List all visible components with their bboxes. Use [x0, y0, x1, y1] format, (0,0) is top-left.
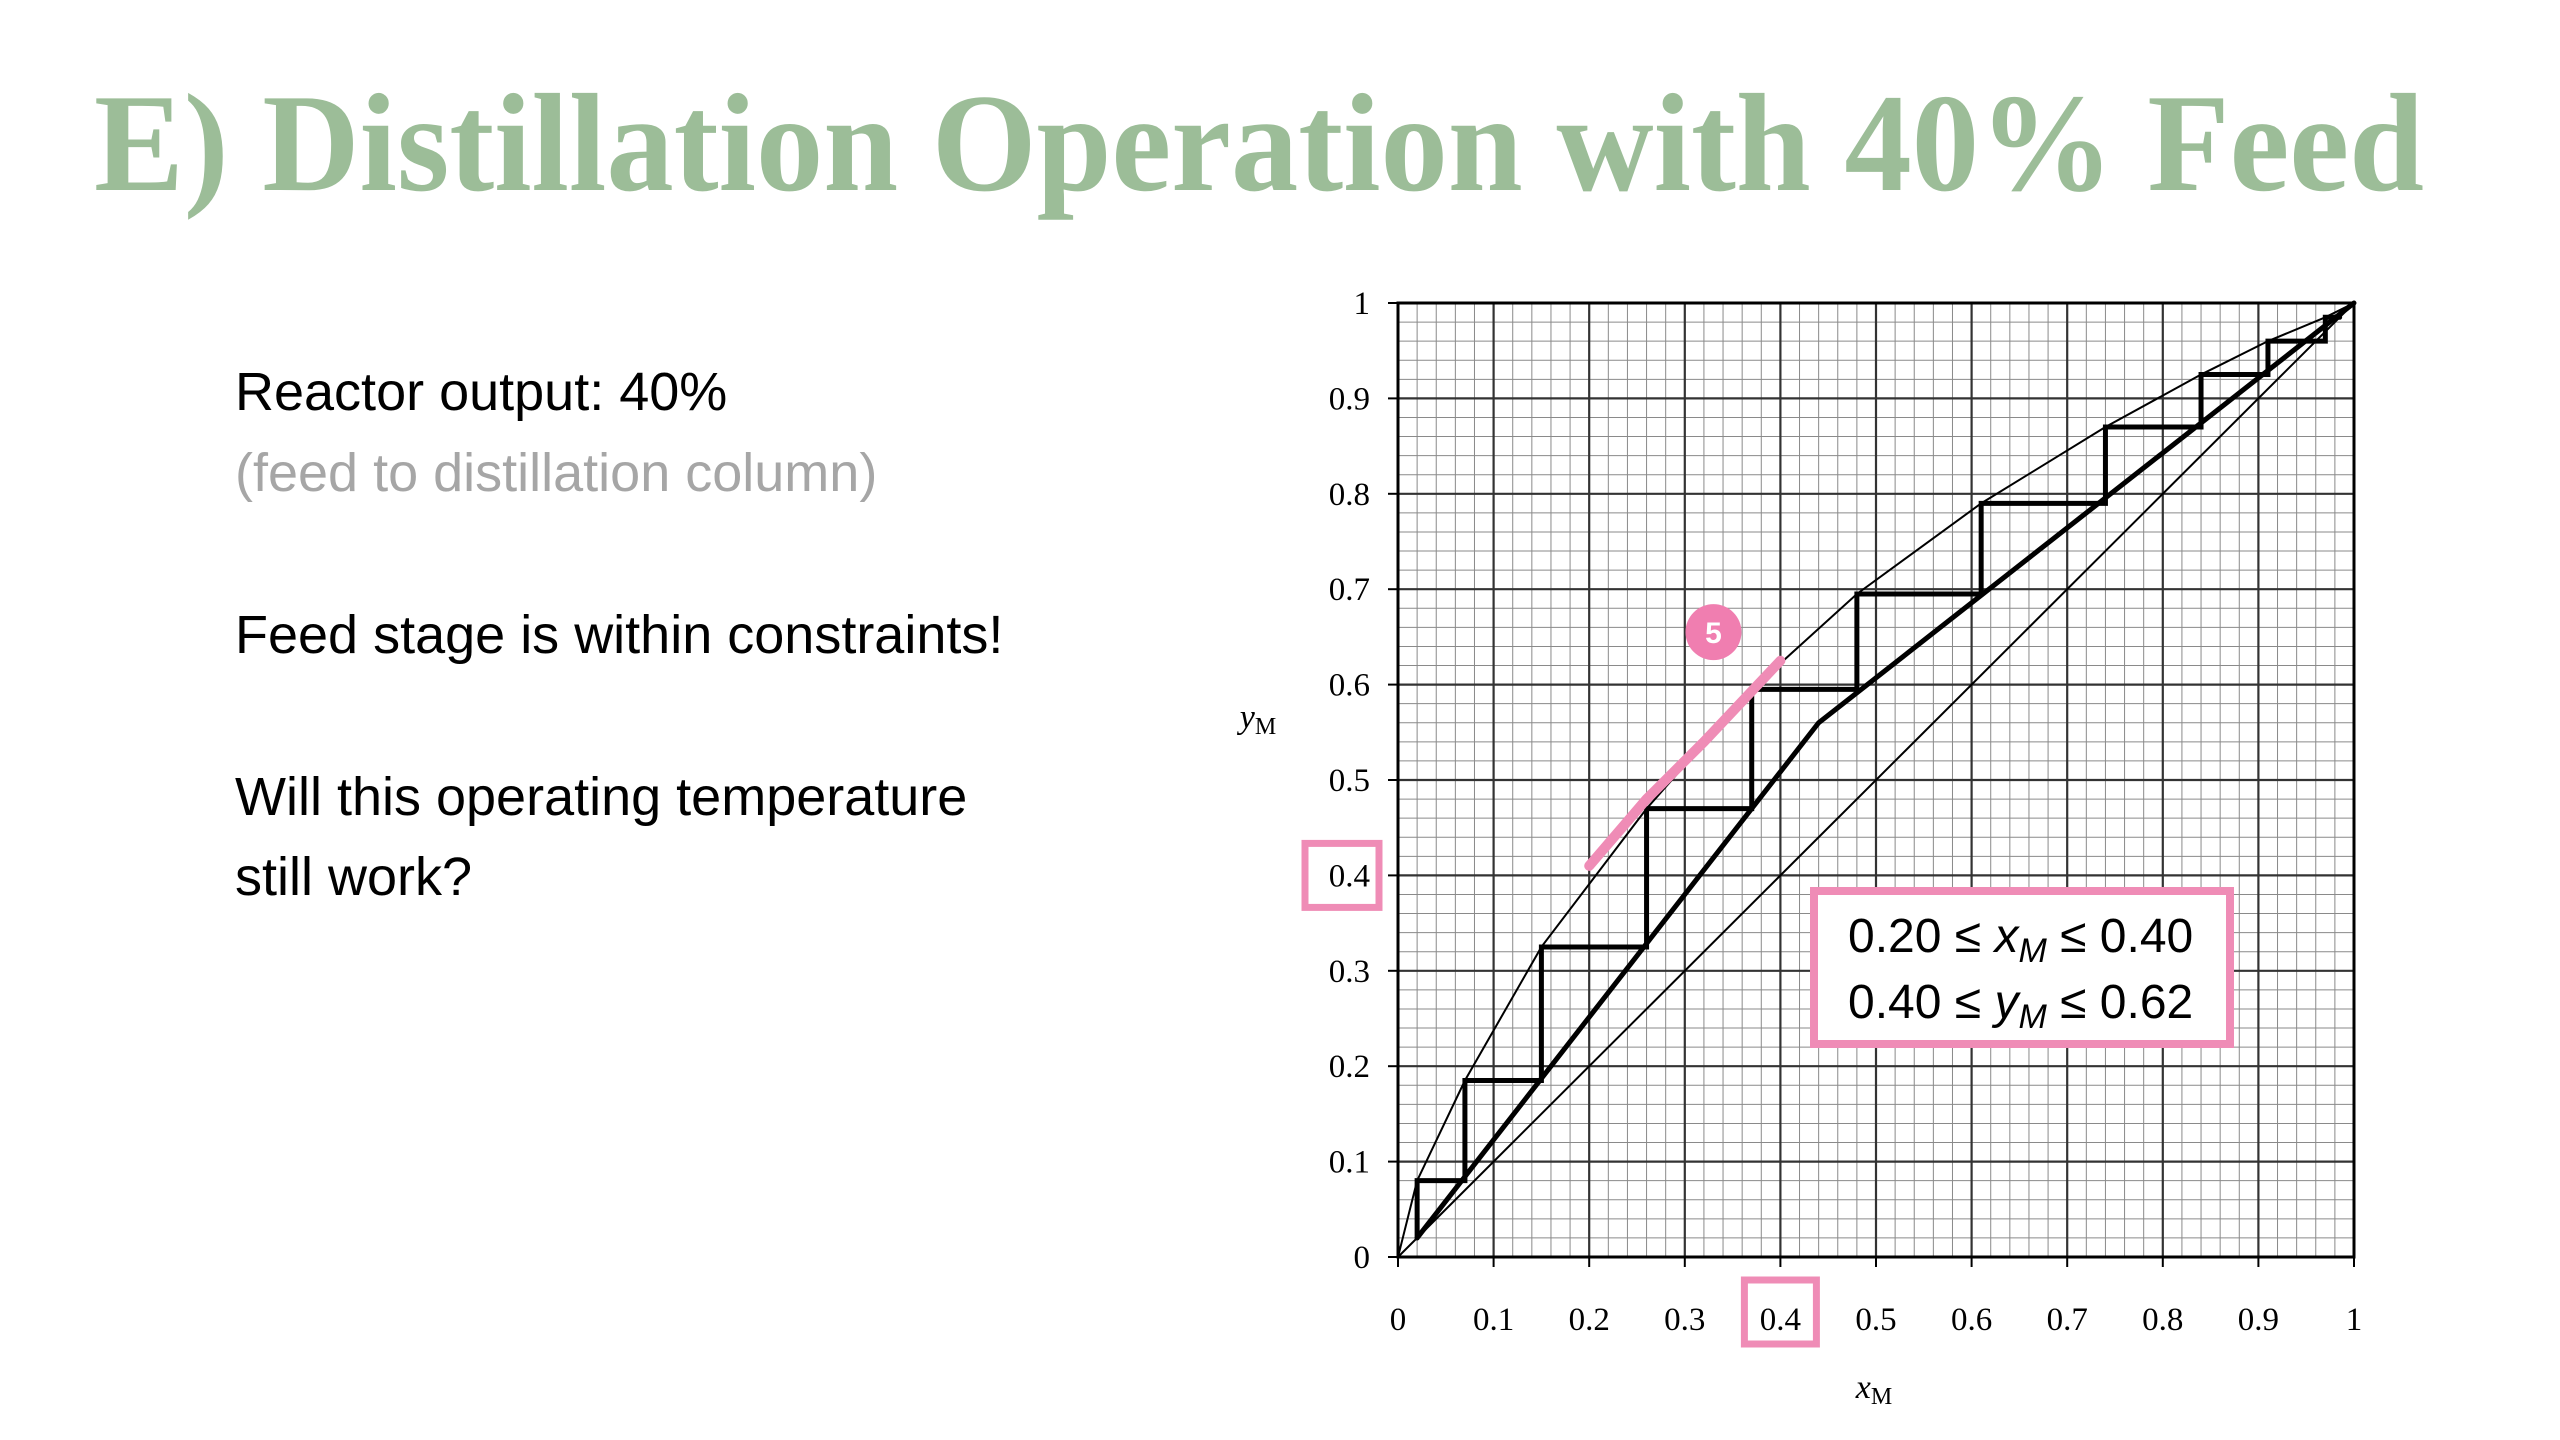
- constraint-variable: y: [1991, 976, 2021, 1029]
- series-line: [1414, 314, 2343, 1241]
- x-tick-label: 0.3: [1664, 1302, 1705, 1338]
- x-tick-label: 0.9: [2238, 1302, 2279, 1338]
- series-line: [1584, 655, 1786, 871]
- x-tick-label: 0.1: [1473, 1302, 1514, 1338]
- y-tick-label: 0.7: [1329, 572, 1370, 608]
- constraint-text: 0.40 ≤ yM ≤ 0.62: [1848, 976, 2193, 1036]
- text-line: Will this operating temperature: [235, 767, 967, 827]
- x-tick-label: 0.8: [2142, 1302, 2183, 1338]
- constraint-subscript: M: [2018, 932, 2047, 970]
- x-tick-label: 0.6: [1951, 1302, 1992, 1338]
- constraint-variable: x: [1992, 910, 2020, 963]
- badge: [1685, 604, 1742, 661]
- constraint-part: 0.20 ≤: [1848, 910, 1994, 963]
- x-tick-label: 0.7: [2047, 1302, 2088, 1338]
- y-tick-label: 0.8: [1329, 477, 1370, 513]
- axis-label-symbol: x: [1855, 1369, 1871, 1406]
- text-line: Feed stage is within constraints!: [235, 605, 1003, 665]
- x-tick-label: 0.2: [1569, 1302, 1610, 1338]
- y-tick-label: 0.5: [1329, 763, 1370, 799]
- plot-frame: [1396, 301, 2356, 1259]
- y-tick-label: 0.2: [1329, 1049, 1370, 1085]
- x-tick-label: 0: [1390, 1302, 1407, 1338]
- axis-label-symbol: y: [1237, 699, 1256, 736]
- text-line: Reactor output: 40%: [235, 362, 727, 422]
- constraint-part: ≤ 0.62: [2047, 976, 2193, 1029]
- constraint-text: 0.20 ≤ xM ≤ 0.40: [1848, 910, 2193, 970]
- axis-label: xM: [1855, 1369, 1892, 1410]
- tick-highlight: [1740, 1276, 1820, 1348]
- axis-label: yM: [1237, 699, 1276, 740]
- y-tick-label: 0.3: [1329, 954, 1370, 990]
- constraint-part: 0.40 ≤: [1848, 976, 1994, 1029]
- text-line: (feed to distillation column): [235, 443, 877, 503]
- tick-highlight: [1301, 839, 1383, 911]
- y-tick-label: 1: [1354, 286, 1371, 322]
- y-tick-label: 0.9: [1329, 381, 1370, 417]
- constraint-part: ≤ 0.40: [2047, 910, 2193, 963]
- axis-label-subscript: M: [1255, 714, 1276, 740]
- series-line: [1414, 300, 2357, 1241]
- x-tick-label: 1: [2346, 1302, 2363, 1338]
- y-tick-label: 0.6: [1329, 668, 1370, 704]
- x-tick-label: 0.5: [1855, 1302, 1896, 1338]
- badge-label: 5: [1705, 617, 1722, 650]
- y-tick-label: 0.4: [1329, 858, 1370, 894]
- text-line: still work?: [235, 847, 472, 907]
- y-tick-label: 0.1: [1329, 1145, 1370, 1181]
- x-tick-label: 0.4: [1760, 1302, 1801, 1338]
- axis-label-subscript: M: [1871, 1384, 1892, 1410]
- constraint-subscript: M: [2018, 998, 2047, 1036]
- constraint-box: [1810, 887, 2234, 1048]
- y-tick-label: 0: [1354, 1240, 1371, 1276]
- slide-title: E) Distillation Operation with 40% Feed: [94, 66, 2424, 221]
- series-line: [1397, 302, 2355, 1258]
